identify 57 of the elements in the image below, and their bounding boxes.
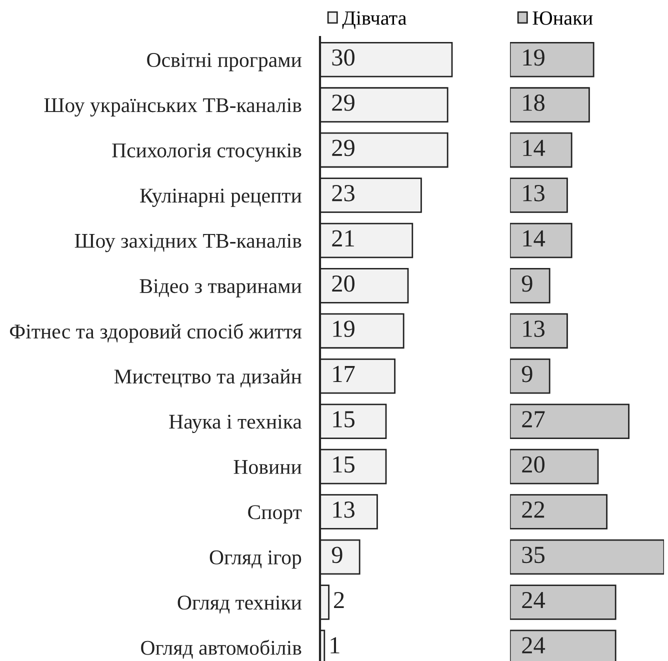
- data-label: 9: [332, 546, 342, 564]
- data-label: 1: [330, 637, 340, 654]
- data-label: 15: [333, 411, 354, 428]
- data-label: 15: [333, 456, 354, 473]
- data-label: 27: [522, 411, 545, 428]
- data-label: 23: [332, 185, 354, 202]
- data-label: 21: [332, 230, 354, 246]
- data-label: 9: [522, 366, 532, 382]
- y-tick-label: Мистецтво та дизайн: [114, 369, 302, 388]
- bar: [510, 268, 550, 304]
- y-tick-label: Фітнес та здоровий спосіб життя: [10, 323, 302, 343]
- data-label: 24: [522, 592, 546, 608]
- y-tick-label: Огляд ігор: [210, 550, 302, 569]
- data-label: 2: [334, 592, 344, 608]
- y-tick-label: Спорт: [248, 505, 302, 524]
- bar: [510, 539, 664, 575]
- bar: [510, 358, 550, 394]
- bar: [510, 404, 630, 439]
- bar: [510, 494, 608, 530]
- data-label: 30: [332, 49, 354, 66]
- data-label: 24: [522, 637, 546, 654]
- bar: [510, 42, 594, 78]
- bar: [510, 584, 616, 620]
- bar: [510, 313, 568, 349]
- y-tick-label: Шоу українських ТВ-каналів: [44, 98, 302, 117]
- data-label: 13: [333, 502, 354, 518]
- bar: [510, 448, 599, 484]
- legend-label: Юнаки: [532, 11, 593, 25]
- data-label: 29: [332, 94, 354, 111]
- y-tick-label: Відео з тваринами: [140, 279, 302, 298]
- legend-label: Дівчата: [342, 11, 406, 29]
- y-tick-label: Психологія стосунків: [112, 143, 302, 162]
- data-label: 14: [523, 230, 546, 246]
- y-tick-label: Наука і техніка: [169, 414, 302, 434]
- data-label: 17: [333, 366, 355, 382]
- y-tick-label: Шоу західних ТВ-каналів: [74, 234, 302, 252]
- data-label: 20: [522, 456, 544, 473]
- y-tick-label: Кулінарні рецепти: [140, 188, 302, 207]
- bar: [510, 178, 568, 213]
- bar: [510, 87, 590, 122]
- data-label: 19: [523, 49, 544, 66]
- bar: [510, 222, 572, 258]
- data-label: 35: [522, 546, 544, 564]
- y-tick-label: Огляд автомобілів: [141, 640, 302, 659]
- data-label: 29: [332, 140, 354, 156]
- data-label: 18: [523, 94, 544, 111]
- data-label: 9: [522, 275, 532, 292]
- y-tick-label: Огляд техніки: [178, 596, 302, 614]
- data-label: 20: [332, 275, 354, 292]
- data-label: 14: [523, 140, 546, 156]
- y-tick-label: Новини: [234, 460, 302, 474]
- data-label: 13: [523, 185, 544, 202]
- data-label: 13: [523, 320, 544, 337]
- data-label: 22: [522, 502, 544, 518]
- bar: [510, 132, 572, 168]
- data-label: 19: [333, 320, 354, 337]
- y-tick-label: Освітні програми: [147, 53, 302, 72]
